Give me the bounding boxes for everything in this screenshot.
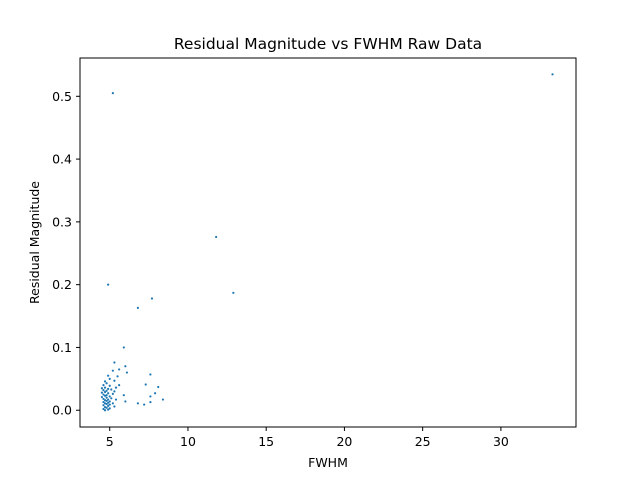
data-point (149, 395, 152, 398)
data-point (111, 369, 114, 372)
data-point (103, 409, 107, 412)
data-point (100, 391, 104, 394)
data-point (102, 384, 105, 387)
x-axis-label: FWHM (308, 455, 348, 470)
data-point (114, 398, 118, 401)
data-point (551, 73, 554, 76)
data-point (125, 371, 129, 374)
y-tick-label: 0.0 (52, 403, 72, 418)
data-point (102, 389, 105, 392)
data-point (108, 400, 111, 403)
data-point (103, 394, 107, 397)
data-point (105, 406, 108, 409)
data-point (105, 382, 108, 385)
data-point (110, 388, 113, 391)
data-point (113, 390, 116, 393)
data-point (100, 387, 104, 390)
data-point (114, 386, 118, 389)
data-point (161, 398, 165, 401)
data-point (107, 283, 110, 286)
x-axis-ticks: 5 10 15 20 25 30 (106, 427, 509, 449)
data-point (136, 402, 139, 405)
data-point (149, 400, 152, 404)
data-point (107, 404, 110, 407)
data-point (105, 396, 108, 399)
data-point (103, 390, 107, 394)
data-point (102, 397, 105, 401)
data-point (108, 377, 111, 380)
x-tick-label: 20 (336, 434, 352, 449)
data-point (102, 407, 105, 411)
data-point (150, 297, 154, 300)
data-point (108, 407, 111, 410)
y-tick-label: 0.3 (52, 214, 72, 229)
data-point (103, 386, 107, 389)
y-tick-label: 0.4 (52, 152, 72, 167)
x-tick-label: 30 (493, 434, 509, 449)
data-point (157, 385, 160, 389)
data-point (111, 402, 114, 405)
data-point (113, 405, 116, 408)
data-point (111, 392, 114, 396)
data-point (144, 383, 147, 386)
y-tick-label: 0.1 (52, 340, 72, 355)
y-tick-label: 0.5 (52, 89, 72, 104)
data-point (105, 399, 108, 402)
y-axis-label: Residual Magnitude (27, 181, 42, 304)
data-point (108, 395, 111, 398)
data-point (143, 403, 146, 406)
x-tick-label: 15 (258, 434, 274, 449)
data-point (110, 397, 113, 400)
data-point (215, 235, 218, 239)
data-point (154, 392, 157, 395)
data-point (102, 400, 105, 404)
data-point (118, 384, 121, 387)
data-point (102, 404, 105, 407)
data-point (122, 346, 125, 349)
data-point (102, 393, 105, 396)
data-point (124, 365, 127, 368)
data-point (107, 374, 110, 377)
data-point (107, 408, 110, 411)
data-point (107, 387, 110, 390)
data-point (122, 394, 125, 397)
chart-title: Residual Magnitude vs FWHM Raw Data (174, 35, 482, 53)
x-tick-label: 10 (180, 434, 196, 449)
plot-frame (79, 57, 577, 428)
data-point (105, 389, 108, 392)
y-axis-ticks: 0.0 0.1 0.2 0.3 0.4 0.5 (52, 89, 80, 418)
data-point (105, 402, 108, 406)
data-point (116, 375, 119, 378)
data-point (100, 395, 104, 399)
data-point (113, 379, 116, 382)
data-point (108, 403, 111, 406)
data-point (136, 306, 139, 309)
x-tick-label: 5 (106, 434, 114, 449)
data-point (113, 361, 116, 364)
data-points (100, 73, 554, 412)
data-point (107, 398, 110, 401)
data-point (111, 92, 114, 95)
data-point (107, 392, 110, 395)
data-point (108, 384, 111, 387)
x-tick-label: 25 (415, 434, 431, 449)
data-point (118, 368, 121, 371)
data-point (232, 291, 235, 294)
data-point (149, 373, 152, 376)
data-point (107, 401, 110, 404)
y-tick-label: 0.2 (52, 277, 72, 292)
data-point (124, 400, 127, 403)
data-point (103, 380, 107, 383)
